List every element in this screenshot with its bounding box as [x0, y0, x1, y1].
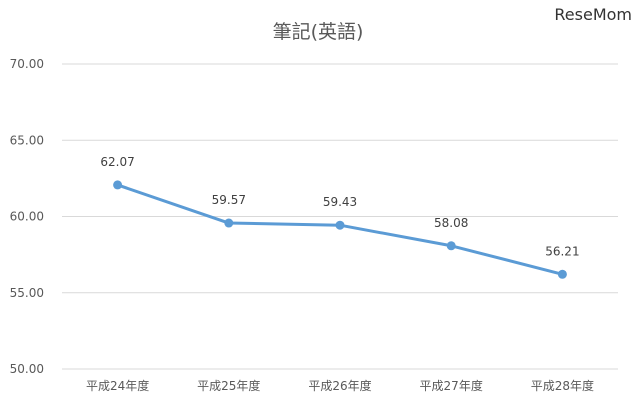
- data-point: [224, 218, 234, 228]
- data-label: 56.21: [545, 244, 579, 258]
- data-point: [446, 241, 456, 251]
- data-points: [113, 180, 567, 279]
- x-tick-label: 平成26年度: [308, 378, 371, 393]
- y-axis: 50.00 55.00 60.00 65.00 70.00: [10, 57, 44, 376]
- data-point: [335, 220, 345, 230]
- data-label: 62.07: [100, 155, 134, 169]
- y-tick-label: 55.00: [10, 286, 44, 300]
- data-label: 59.57: [212, 193, 246, 207]
- data-labels: 62.07 59.57 59.43 58.08 56.21: [100, 155, 579, 258]
- x-tick-label: 平成27年度: [420, 378, 483, 393]
- x-tick-label: 平成24年度: [86, 378, 149, 393]
- data-point: [113, 180, 123, 190]
- y-tick-label: 70.00: [10, 57, 44, 71]
- gridlines: [62, 63, 618, 370]
- x-axis: 平成24年度 平成25年度 平成26年度 平成27年度 平成28年度: [86, 378, 594, 393]
- data-point: [557, 269, 567, 279]
- data-label: 59.43: [323, 195, 357, 209]
- x-tick-label: 平成25年度: [197, 378, 260, 393]
- y-tick-label: 65.00: [10, 133, 44, 147]
- y-tick-label: 60.00: [10, 210, 44, 224]
- data-label: 58.08: [434, 216, 468, 230]
- resemom-watermark: ReseMom: [554, 5, 632, 24]
- y-tick-label: 50.00: [10, 362, 44, 376]
- x-tick-label: 平成28年度: [531, 378, 594, 393]
- chart-title: 筆記(英語): [273, 21, 364, 43]
